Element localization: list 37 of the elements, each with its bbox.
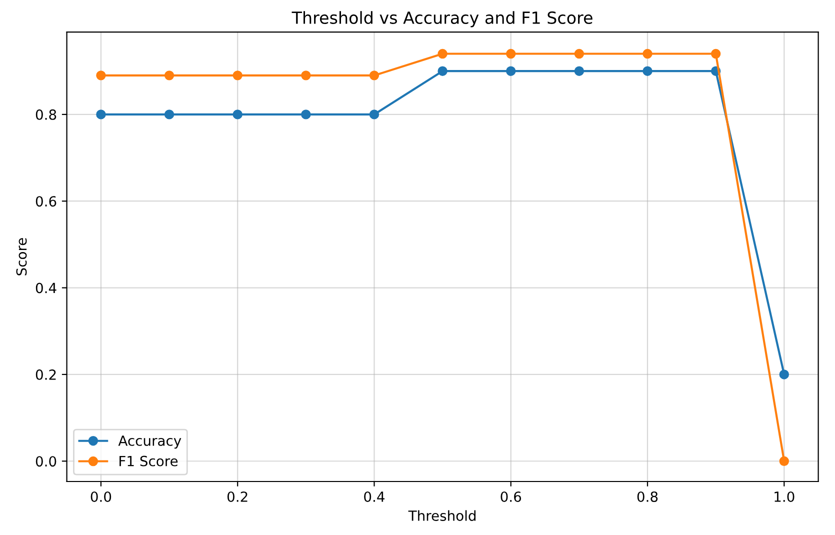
- y-tick-label: 0.4: [36, 282, 56, 294]
- x-tick-label: 0.8: [637, 491, 658, 502]
- y-tick-label: 0.2: [36, 369, 56, 380]
- x-tick-label: 0.6: [500, 491, 522, 502]
- x-tick-label: 1.0: [774, 491, 794, 502]
- point: [779, 370, 789, 380]
- point: [438, 48, 448, 59]
- x-tick-label: 0.4: [364, 491, 384, 502]
- point: [710, 48, 721, 59]
- point: [506, 66, 516, 76]
- y-axis-title: Score: [16, 238, 27, 276]
- point: [96, 110, 106, 120]
- y-tick-label: 0.8: [36, 109, 56, 120]
- point: [574, 48, 584, 59]
- point: [369, 110, 380, 120]
- point: [438, 66, 448, 76]
- x-tick-label: 0.0: [90, 491, 112, 502]
- point: [779, 456, 789, 466]
- point: [642, 48, 652, 59]
- point: [164, 110, 174, 120]
- chart-title: Threshold vs Accuracy and F1 Score: [292, 11, 592, 28]
- point: [301, 110, 311, 120]
- point: [232, 70, 242, 80]
- point: [164, 70, 174, 80]
- y-tick-label: 0.6: [36, 196, 56, 207]
- point: [232, 110, 242, 120]
- point: [642, 66, 652, 76]
- legend-label: F1 Score: [120, 456, 178, 466]
- point: [301, 70, 311, 80]
- point: [369, 70, 380, 80]
- y-tick-label: 0.0: [36, 456, 56, 467]
- point: [574, 66, 584, 76]
- point: [506, 48, 516, 59]
- legend-label: Accuracy: [118, 436, 182, 449]
- x-axis-title: Threshold: [408, 510, 476, 521]
- x-tick-label: 0.2: [227, 491, 248, 502]
- point: [96, 70, 106, 80]
